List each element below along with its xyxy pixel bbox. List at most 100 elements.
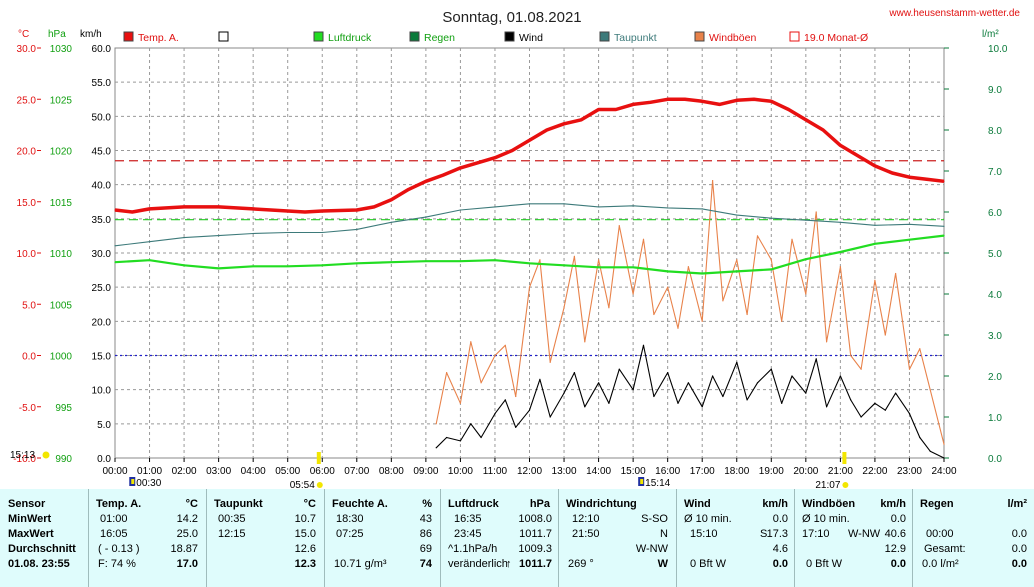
data-point [701, 208, 703, 210]
data-point [839, 221, 842, 223]
data-point [756, 382, 759, 384]
stats-luftdruck-column: Luftdruck hPa 16:35 1008.0 23:45 1011.7 ^1.… [440, 489, 559, 587]
data-point [573, 255, 576, 257]
data-point [839, 375, 842, 377]
temp-tick-label: 5.0 [22, 300, 36, 311]
luftdruck-min-value: 1008.0 [518, 513, 552, 525]
data-point [926, 178, 928, 180]
data-point [839, 144, 842, 146]
windrichtung-max-time: 21:50 [572, 528, 600, 540]
temp-tick-label: 30.0 [17, 44, 37, 55]
data-point [701, 272, 703, 275]
chart-grid [115, 48, 944, 458]
data-point [895, 272, 897, 275]
data-point [736, 259, 738, 261]
data-point [356, 228, 358, 230]
data-point [183, 206, 185, 208]
data-point [580, 119, 582, 121]
kmh-tick-label: 45.0 [92, 147, 112, 158]
data-point [667, 270, 669, 272]
data-point [850, 354, 852, 357]
windboeen-min-time: Ø 10 min. [802, 513, 850, 525]
data-point [131, 211, 133, 213]
legend-swatch [123, 31, 134, 42]
time-tick-label: 15:00 [621, 466, 646, 477]
data-point [805, 293, 807, 295]
data-point [781, 402, 783, 404]
data-point [494, 354, 496, 357]
time-tick-label: 23:00 [897, 466, 922, 477]
time-tick-label: 01:00 [137, 466, 162, 477]
data-point [183, 264, 185, 266]
data-point [425, 260, 427, 262]
hpa-tick-label: 995 [55, 403, 72, 414]
data-point [287, 210, 289, 212]
data-point [494, 259, 496, 261]
data-point [321, 264, 323, 266]
windboeen-beaufort: 0 Bft W [806, 558, 843, 570]
data-point [649, 101, 652, 103]
data-point [573, 372, 576, 374]
data-point [826, 341, 828, 343]
time-tick-label: 19:00 [759, 466, 784, 477]
data-point [373, 206, 375, 208]
data-point [287, 265, 289, 267]
data-point [722, 300, 724, 302]
data-point [218, 235, 220, 237]
moon-time-label: 15:14 [645, 478, 670, 489]
data-point [822, 129, 824, 131]
hpa-tick-label: 1005 [50, 300, 73, 311]
temp-tick-label: 20.0 [17, 147, 37, 158]
legend-label: Regen [424, 32, 455, 44]
rain-tick-label: 5.0 [988, 249, 1002, 260]
data-point [929, 450, 931, 452]
data-point [642, 344, 645, 346]
data-point [459, 167, 461, 169]
regen-max-time: 00:00 [926, 528, 954, 540]
rain-tick-label: 4.0 [988, 290, 1002, 301]
luftdruck-tendency: veränderlich [448, 558, 508, 570]
legend-swatch [694, 31, 705, 42]
data-point [515, 395, 517, 398]
feuchte-min-time: 18:30 [336, 513, 364, 525]
feuchte-current-value: 74 [419, 558, 432, 570]
stats-sensor-column: Sensor MinWert MaxWert Durchschnitt 01.0… [0, 489, 89, 587]
data-point [539, 259, 541, 261]
temp-unit: °C [185, 498, 198, 510]
data-point [770, 259, 772, 261]
data-point [390, 221, 392, 223]
kmh-tick-label: 15.0 [92, 352, 112, 363]
sun-icon [842, 482, 849, 488]
legend-swatch [504, 31, 515, 42]
feuchte-avg-value: 69 [419, 543, 432, 555]
data-point [549, 416, 551, 418]
time-tick-label: 11:00 [483, 466, 508, 477]
rain-tick-label: 2.0 [988, 372, 1002, 383]
taupunkt-min-value: 10.7 [294, 513, 316, 525]
sensor-header: Sensor [8, 498, 46, 510]
taupunkt-avg-value: 12.6 [294, 543, 316, 555]
data-point [805, 219, 807, 221]
data-point [943, 225, 945, 227]
data-point [632, 389, 634, 391]
data-point [494, 413, 496, 415]
data-point [770, 268, 772, 270]
data-point [446, 436, 448, 439]
data-point [736, 361, 738, 363]
time-tick-label: 07:00 [344, 466, 369, 477]
legend-label: Luftdruck [328, 32, 372, 44]
kmh-tick-label: 50.0 [92, 112, 112, 123]
kmh-tick-label: 25.0 [92, 283, 112, 294]
data-point [736, 214, 738, 216]
legend-swatch [599, 31, 610, 42]
sensor-row-max: MaxWert [8, 528, 54, 540]
data-point [943, 457, 945, 459]
data-point [850, 399, 852, 401]
data-point [736, 270, 738, 272]
data-point [563, 307, 565, 309]
luftdruck-max-value: 1011.7 [519, 528, 552, 540]
rain-tick-label: 3.0 [988, 331, 1002, 342]
data-point [874, 243, 876, 245]
taupunkt-unit: °C [303, 498, 316, 510]
data-point [563, 392, 565, 394]
